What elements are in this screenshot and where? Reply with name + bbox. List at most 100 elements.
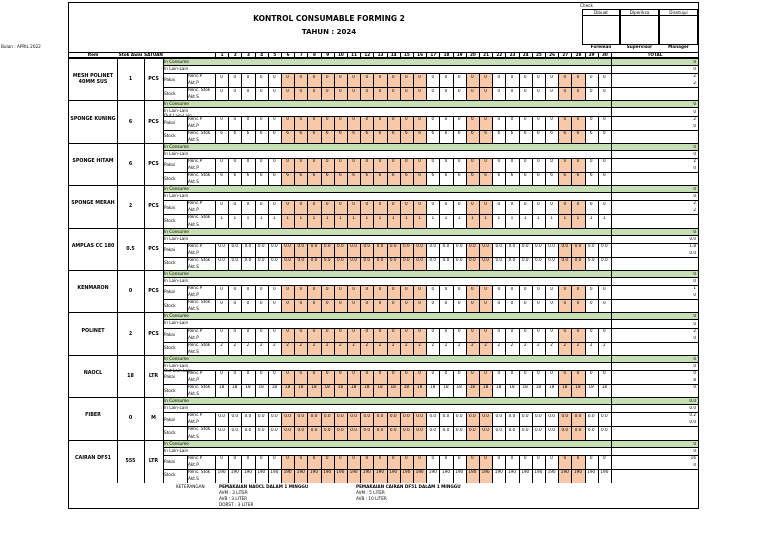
day-divider: [584, 369, 586, 399]
stock-value: 6: [603, 173, 606, 178]
stock-value: 6: [233, 131, 237, 136]
stock-value: 18: [311, 385, 317, 390]
day-divider: [307, 73, 309, 102]
pakai-value: 0: [471, 328, 474, 333]
stock-value: 2: [233, 343, 237, 348]
stock-value: 18: [390, 385, 396, 390]
pakai-value: 0.0: [271, 244, 278, 249]
row-line: [163, 299, 698, 301]
day-divider: [360, 327, 362, 356]
pakai-value: 0: [286, 371, 289, 376]
total-value: 0.2: [689, 413, 696, 418]
pakai-value: 0: [431, 74, 435, 79]
highlight-column: [347, 242, 361, 271]
col-day: 26: [545, 53, 558, 58]
row-line: [163, 214, 698, 216]
highlight-column: [320, 200, 334, 229]
stock-value: 6: [378, 131, 382, 136]
stock-value: 6: [589, 131, 593, 136]
day-divider: [360, 285, 362, 314]
pakai-value: 0.0: [482, 244, 489, 249]
stock-value: 0: [273, 300, 276, 305]
in-consume-row: [163, 59, 698, 67]
day-divider: [215, 285, 216, 314]
col-day: 27: [558, 53, 571, 58]
stock-value: 6: [550, 131, 553, 136]
item-satuan: PCS: [148, 204, 159, 210]
col-day: 18: [439, 53, 452, 58]
day-divider: [531, 200, 533, 229]
pakai-value: 0: [603, 201, 606, 206]
stock-value: 6: [286, 131, 289, 136]
day-divider: [465, 327, 467, 356]
day-divider: [492, 412, 494, 441]
highlight-column: [413, 115, 427, 144]
approval-box: [582, 15, 620, 45]
day-divider: [360, 412, 362, 441]
pakai-value: 0: [563, 328, 567, 333]
day-divider: [333, 369, 335, 399]
stock-value: 0: [339, 88, 342, 93]
stock-value: 190: [389, 470, 398, 475]
pakai-value: 0: [246, 328, 250, 333]
highlight-column: [479, 157, 493, 187]
pakai-value: 0: [576, 328, 580, 333]
stock-value: 6: [405, 173, 408, 178]
pakai-value: 0: [233, 328, 237, 333]
stock-value: 18: [298, 385, 304, 390]
stock-value: 190: [428, 470, 437, 475]
pakai-value: 0: [563, 371, 567, 376]
sheet-year: TAHUN : 2024: [301, 28, 357, 36]
stock-value: 18: [469, 385, 476, 390]
col-day: 11: [347, 53, 360, 58]
day-divider: [333, 285, 335, 314]
day-divider: [479, 115, 480, 144]
keterangan-label: KETERANGAN: [176, 484, 205, 489]
day-divider: [531, 242, 533, 271]
stock-value: 0.0: [350, 258, 357, 263]
day-divider: [228, 327, 230, 356]
day-divider: [294, 327, 296, 356]
total-value: 2: [693, 74, 696, 79]
highlight-column: [347, 285, 361, 314]
day-divider: [439, 412, 441, 441]
highlight-column: [399, 454, 413, 483]
renc-p-label: Renc.P: [188, 412, 203, 418]
in-consume-row: [163, 440, 698, 448]
total-divider: [611, 101, 612, 144]
col-day: 1: [215, 53, 228, 58]
stock-value: 1: [233, 215, 237, 220]
renc-stok-label: Renc. Stok: [188, 384, 211, 390]
pakai-value: 0: [444, 116, 448, 121]
row-line: [163, 200, 698, 202]
pakai-value: 0: [550, 116, 553, 121]
pakai-value: 0.0: [495, 413, 503, 418]
highlight-column: [479, 73, 493, 102]
day-divider: [413, 73, 414, 102]
pakai-value: 0: [563, 116, 567, 121]
day-divider: [241, 200, 243, 229]
stock-value: 0: [312, 88, 316, 93]
highlight-column: [373, 327, 387, 356]
stock-value: 0.0: [574, 427, 582, 432]
highlight-column: [399, 73, 413, 102]
stock-value: 190: [547, 470, 556, 475]
stock-value: 0: [523, 300, 527, 305]
stock-value: 1: [246, 215, 250, 220]
stock-value: 0.0: [508, 427, 516, 432]
highlight-column: [399, 157, 413, 187]
stock-value: 0.0: [323, 258, 331, 263]
stock-value: 0.0: [297, 258, 305, 263]
stock-value: 0: [457, 88, 461, 93]
pakai-value: 0: [325, 116, 329, 121]
stock-value: 6: [391, 173, 395, 178]
stock-value: 190: [296, 470, 305, 475]
pakai-value: 0: [484, 116, 487, 121]
stock-value: 18: [562, 385, 568, 390]
stock-value: 0.0: [416, 258, 423, 263]
pakai-value: 0: [563, 74, 567, 79]
day-divider: [320, 242, 322, 271]
day-divider: [545, 327, 546, 356]
day-divider: [492, 285, 494, 314]
highlight-column: [558, 73, 572, 102]
